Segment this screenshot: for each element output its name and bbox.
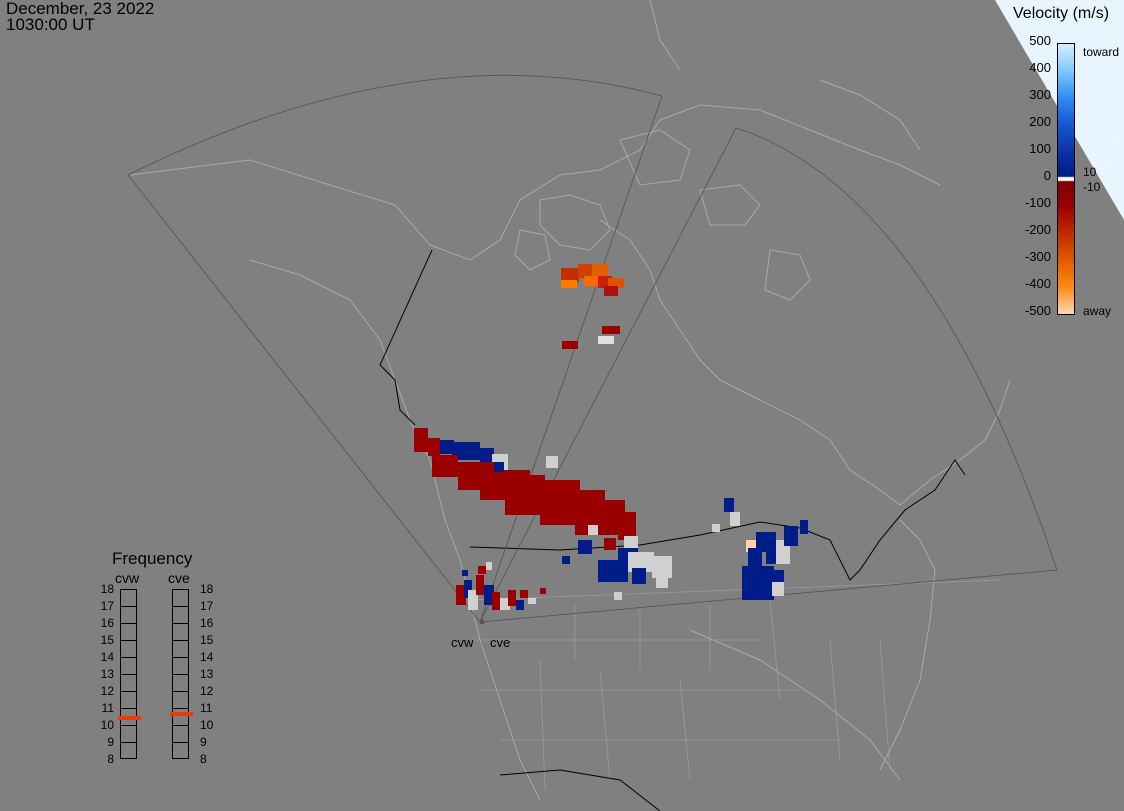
colorbar-tick-400: 400 bbox=[1029, 60, 1051, 75]
frequency-level-label: 9 bbox=[107, 735, 114, 749]
colorbar-tick-10: 10 bbox=[1083, 165, 1097, 179]
colorbar-title: Velocity (m/s) bbox=[1013, 5, 1110, 22]
scatter-north bbox=[561, 264, 624, 349]
frequency-level-label: 18 bbox=[200, 582, 214, 596]
frequency-level-label: 10 bbox=[200, 718, 214, 732]
fov-outlines bbox=[127, 74, 1058, 623]
frequency-level-label: 17 bbox=[100, 599, 114, 613]
frequency-level-label: 14 bbox=[200, 650, 214, 664]
frequency-gauge-cve bbox=[170, 589, 193, 759]
frequency-gauge-gridline bbox=[173, 725, 188, 726]
coastlines bbox=[129, 0, 1011, 801]
scatter-east bbox=[712, 498, 808, 600]
colorbar-tick-0: 0 bbox=[1043, 168, 1051, 183]
frequency-level-label: 13 bbox=[200, 667, 214, 681]
frequency-level-label: 10 bbox=[100, 718, 114, 732]
frequency-marker bbox=[118, 715, 141, 720]
frequency-level-label: 13 bbox=[100, 667, 114, 681]
frequency-gauge-gridline bbox=[121, 606, 136, 607]
country-borders bbox=[379, 249, 966, 811]
frequency-level-label: 18 bbox=[100, 582, 114, 596]
colorbar-tick-300: 300 bbox=[1029, 87, 1051, 102]
frequency-level-label: 16 bbox=[100, 616, 114, 630]
colorbar-tick-neg10: -10 bbox=[1083, 180, 1101, 194]
radar-label-cve: cve bbox=[490, 635, 511, 650]
colorbar-tick-neg300: -300 bbox=[1024, 249, 1051, 264]
frequency-level-label: 12 bbox=[100, 684, 114, 698]
colorbar-tick-100: 100 bbox=[1029, 141, 1051, 156]
frequency-gauge-gridline bbox=[173, 708, 188, 709]
colorbar-toward-label: toward bbox=[1083, 45, 1120, 59]
frequency-marker bbox=[170, 712, 193, 717]
frequency-level-label: 11 bbox=[101, 701, 114, 715]
frequency-gauge-cvw bbox=[118, 589, 141, 759]
colorbar bbox=[1057, 43, 1075, 315]
frequency-gauge-gridline bbox=[121, 742, 136, 743]
frequency-level-label: 8 bbox=[107, 752, 114, 766]
frequency-level-label: 15 bbox=[100, 633, 114, 647]
frequency-gauge-gridline bbox=[121, 657, 136, 658]
frequency-gauge-gridline bbox=[173, 640, 188, 641]
frequency-gauge-gridline bbox=[121, 674, 136, 675]
frequency-gauge-gridline bbox=[121, 640, 136, 641]
colorbar-tick-neg400: -400 bbox=[1024, 276, 1051, 291]
colorbar-away-label: away bbox=[1083, 304, 1112, 318]
colorbar-tick-neg200: -200 bbox=[1024, 222, 1051, 237]
frequency-gauge-gridline bbox=[173, 742, 188, 743]
colorbar-tick-neg500: -500 bbox=[1024, 303, 1051, 318]
radar-site-marker bbox=[479, 619, 485, 625]
frequency-gauge-gridline bbox=[173, 691, 188, 692]
colorbar-tick-200: 200 bbox=[1029, 114, 1051, 129]
frequency-col-cve: cve bbox=[168, 570, 190, 586]
frequency-level-label: 9 bbox=[200, 735, 207, 749]
frequency-level-label: 16 bbox=[200, 616, 214, 630]
colorbar-tick-neg100: -100 bbox=[1024, 195, 1051, 210]
frequency-level-label: 8 bbox=[200, 752, 207, 766]
frequency-level-label: 15 bbox=[200, 633, 214, 647]
frequency-gauge-gridline bbox=[173, 606, 188, 607]
frequency-gauge-gridline bbox=[121, 708, 136, 709]
scatter-central bbox=[562, 548, 672, 600]
frequency-level-label: 14 bbox=[100, 650, 114, 664]
timestamp-date: December, 23 2022 bbox=[6, 0, 155, 18]
timestamp-time: 1030:00 UT bbox=[6, 15, 95, 34]
scatter-near-radar bbox=[456, 562, 546, 610]
frequency-gauge-gridline bbox=[121, 623, 136, 624]
frequency-gauge-gridline bbox=[173, 623, 188, 624]
radar-label-cvw: cvw bbox=[451, 635, 474, 650]
state-lines bbox=[469, 579, 1001, 791]
frequency-level-label: 11 bbox=[200, 701, 213, 715]
frequency-gauge-gridline bbox=[173, 674, 188, 675]
frequency-gauge-gridline bbox=[173, 657, 188, 658]
frequency-level-label: 17 bbox=[200, 599, 214, 613]
colorbar-tick-500: 500 bbox=[1029, 33, 1051, 48]
frequency-gauge-gridline bbox=[121, 691, 136, 692]
frequency-level-label: 12 bbox=[200, 684, 214, 698]
frequency-col-cvw: cvw bbox=[115, 570, 140, 586]
scatter-west bbox=[414, 428, 638, 554]
frequency-gauge-gridline bbox=[121, 725, 136, 726]
frequency-title: Frequency bbox=[112, 549, 193, 568]
